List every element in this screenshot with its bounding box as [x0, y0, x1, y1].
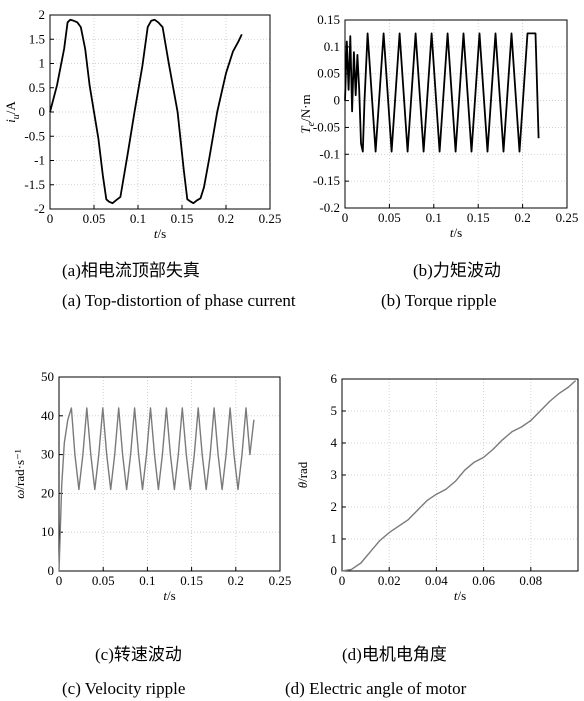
x-tick-label: 0.06	[472, 573, 495, 588]
x-tick-label: 0.08	[519, 573, 542, 588]
y-tick-label: -0.15	[313, 173, 340, 188]
y-tick-label: 40	[41, 408, 54, 423]
x-tick-label: 0.2	[218, 211, 234, 226]
x-tick-label: 0.25	[259, 211, 282, 226]
x-tick-label: 0	[342, 210, 349, 225]
series-line-c	[58, 407, 255, 572]
plot-frame	[344, 19, 568, 209]
x-tick-label: 0.1	[139, 573, 155, 588]
y-tick-label: -0.1	[319, 146, 340, 161]
chart-a: 0 0.05 0.1 0.15 0.2 0.25 2 1.5 1 0.5 0 -0.5 -1 -1.5 -2…	[3, 7, 281, 241]
y-tick-label: 0	[331, 563, 338, 578]
y-tick-label: 0	[48, 563, 55, 578]
y-tick-label: 20	[41, 485, 54, 500]
chart-c: 0 0.05 0.1 0.15 0.2 0.25 50 40 30 20 10 0 t/s ω/rad·s…	[12, 369, 291, 603]
x-tick-label: 0.25	[269, 573, 292, 588]
caption-c-en: (c) Velocity ripple	[62, 679, 185, 698]
chart-d: 0 0.02 0.04 0.06 0.08 6 5 4 3 2 1 0 t/s θ/rad	[295, 371, 579, 603]
y-tick-label: 1.5	[29, 31, 45, 46]
y-tick-label: 0.05	[317, 66, 340, 81]
plot-frame	[58, 376, 281, 572]
y-tick-label: 2	[331, 499, 338, 514]
y-tick-label: 0.5	[29, 80, 45, 95]
x-tick-label: 0.05	[378, 210, 401, 225]
x-tick-label: 0.1	[426, 210, 442, 225]
x-tick-label: 0	[56, 573, 63, 588]
chart-b: 0 0.05 0.1 0.15 0.2 0.25 0.15 0.1 0.05 0 -0.05 -0.1…	[298, 12, 578, 240]
x-tick-label: 0.04	[425, 573, 448, 588]
x-tick-label: 0.05	[83, 211, 106, 226]
y-tick-label: -2	[34, 201, 45, 216]
y-tick-label: 4	[331, 435, 338, 450]
x-axis-label: t/s	[154, 226, 166, 241]
x-tick-label: 0.2	[514, 210, 530, 225]
y-tick-label: 0	[334, 93, 341, 108]
y-tick-label: -0.05	[313, 119, 340, 134]
caption-b-zh: (b)力矩波动	[413, 261, 501, 280]
x-tick-label: 0.15	[171, 211, 194, 226]
x-axis-label: t/s	[163, 588, 175, 603]
y-tick-label: 1	[331, 531, 338, 546]
x-tick-label: 0.02	[378, 573, 401, 588]
x-axis-label: t/s	[454, 588, 466, 603]
y-axis-label: θ/rad	[295, 461, 310, 488]
series-line-d	[341, 380, 577, 572]
caption-d-en: (d) Electric angle of motor	[285, 679, 467, 698]
series-line-b	[344, 32, 540, 153]
y-tick-label: 3	[331, 467, 338, 482]
caption-a-en: (a) Top-distortion of phase current	[62, 291, 296, 310]
y-tick-label: 0.1	[324, 39, 340, 54]
caption-b-en: (b) Torque ripple	[381, 291, 497, 310]
x-tick-label: 0	[339, 573, 346, 588]
y-tick-label: -1	[34, 153, 45, 168]
y-axis-label: iu/A	[3, 101, 22, 123]
y-tick-label: 0.15	[317, 12, 340, 27]
x-axis-label: t/s	[450, 225, 462, 240]
y-tick-label: 10	[41, 524, 54, 539]
series-line-a	[49, 18, 243, 205]
x-tick-label: 0	[47, 211, 54, 226]
y-axis-label: ω/rad·s⁻¹	[12, 449, 27, 499]
y-tick-label: 2	[39, 7, 46, 22]
y-tick-label: -0.2	[319, 200, 340, 215]
y-tick-label: 1	[39, 56, 46, 71]
x-tick-label: 0.15	[180, 573, 203, 588]
y-tick-label: 0	[39, 104, 46, 119]
x-tick-label: 0.1	[130, 211, 146, 226]
y-tick-label: -1.5	[24, 177, 45, 192]
plot-frame	[341, 378, 579, 572]
x-tick-label: 0.25	[556, 210, 579, 225]
y-tick-label: 30	[41, 447, 54, 462]
y-tick-label: 50	[41, 369, 54, 384]
x-tick-label: 0.05	[92, 573, 115, 588]
caption-c-zh: (c)转速波动	[95, 645, 182, 664]
x-tick-label: 0.2	[228, 573, 244, 588]
x-tick-label: 0.15	[467, 210, 490, 225]
caption-d-zh: (d)电机电角度	[342, 645, 447, 664]
y-axis-label: Te/N·m	[298, 94, 317, 133]
y-tick-label: 6	[331, 371, 338, 386]
caption-a-zh: (a)相电流顶部失真	[62, 261, 200, 280]
y-tick-label: 5	[331, 403, 338, 418]
y-tick-label: -0.5	[24, 128, 45, 143]
